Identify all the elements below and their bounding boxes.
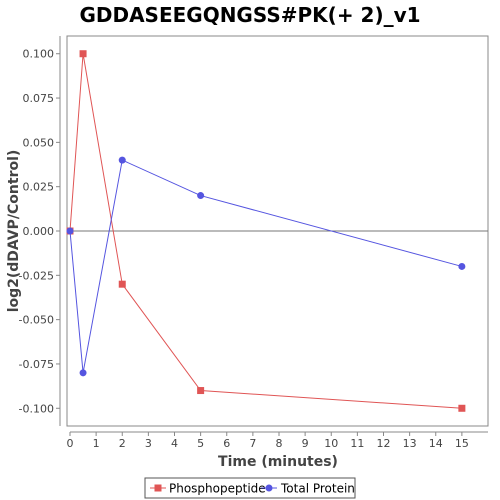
legend: Phosphopeptide Total Protein xyxy=(144,477,356,499)
y-tick-label: -0.050 xyxy=(19,314,54,327)
axes: 0.100 0.075 0.050 0.025 0.000 -0.025 -0.050 -0.… xyxy=(19,36,488,450)
data-point-total-protein xyxy=(197,192,205,200)
legend-box xyxy=(144,477,356,499)
x-tick-label: 13 xyxy=(403,437,417,450)
legend-label-total-protein: Total Protein xyxy=(280,482,355,496)
y-axis-label: log2(dDAVP/Control) xyxy=(6,150,22,313)
x-tick-label: 6 xyxy=(223,437,230,450)
x-tick-label: 5 xyxy=(197,437,204,450)
data-point-phosphopeptide xyxy=(79,50,87,58)
x-tick-label: 12 xyxy=(377,437,391,450)
x-tick-label: 11 xyxy=(350,437,364,450)
x-axis-label: Time (minutes) xyxy=(218,454,338,470)
chart-title: GDDASEEGQNGSS#PK(+ 2)_v1 xyxy=(79,3,420,27)
data-point-total-protein xyxy=(118,156,126,164)
y-tick-label: 0.000 xyxy=(23,225,55,238)
data-point-total-protein xyxy=(66,227,74,235)
data-point-total-protein xyxy=(79,369,87,377)
y-tick-label: 0.050 xyxy=(23,136,55,149)
legend-marker-phosphopeptide xyxy=(154,484,162,492)
y-tick-label: -0.025 xyxy=(19,269,54,282)
y-tick-label: -0.100 xyxy=(19,402,54,415)
data-point-phosphopeptide xyxy=(197,387,205,395)
x-tick-label: 10 xyxy=(324,437,338,450)
data-point-phosphopeptide xyxy=(458,404,466,412)
x-tick-label: 2 xyxy=(119,437,126,450)
x-tick-label: 7 xyxy=(249,437,256,450)
legend-marker-total-protein xyxy=(265,484,273,492)
data-point-phosphopeptide xyxy=(118,280,126,288)
x-tick-label: 14 xyxy=(429,437,443,450)
x-tick-label: 9 xyxy=(302,437,309,450)
data-point-total-protein xyxy=(458,262,466,270)
y-tick-label: 0.025 xyxy=(23,181,55,194)
y-tick-label: 0.100 xyxy=(23,48,55,61)
legend-label-phosphopeptide: Phosphopeptide xyxy=(169,482,266,496)
x-tick-label: 4 xyxy=(171,437,178,450)
x-tick-label: 0 xyxy=(67,437,74,450)
x-tick-label: 3 xyxy=(145,437,152,450)
y-tick-label: -0.075 xyxy=(19,358,54,371)
x-tick-label: 1 xyxy=(93,437,100,450)
x-tick-label: 15 xyxy=(455,437,469,450)
y-tick-label: 0.075 xyxy=(23,92,55,105)
x-tick-label: 8 xyxy=(276,437,283,450)
series-layer xyxy=(66,50,466,412)
